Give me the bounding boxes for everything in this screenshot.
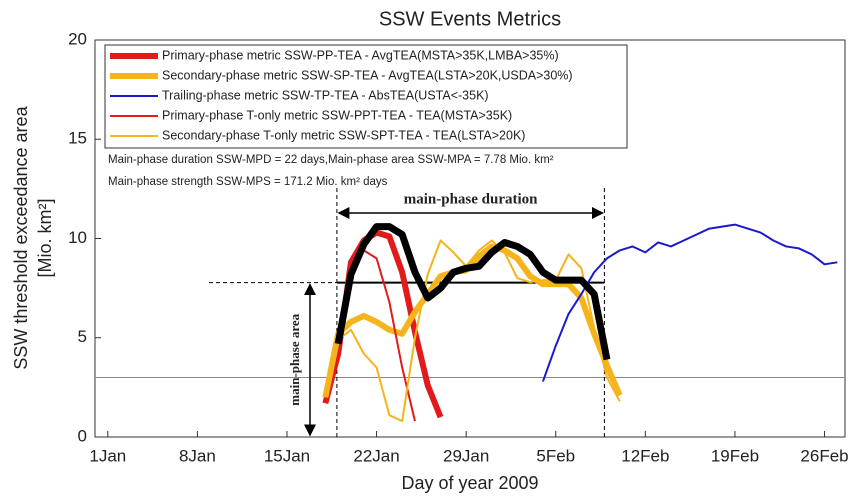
- legend-label: Trailing-phase metric SSW-TP-TEA - AbsTE…: [162, 88, 489, 102]
- x-tick-label: 5Feb: [536, 446, 575, 465]
- x-tick-label: 1Jan: [89, 446, 126, 465]
- duration-label: main-phase duration: [404, 191, 538, 207]
- legend-label: Primary-phase T-only metric SSW-PPT-TEA …: [162, 108, 512, 122]
- legend-label: Secondary-phase metric SSW-SP-TEA - AvgT…: [162, 68, 573, 82]
- series-line: [542, 223, 838, 382]
- y-tick-label: 10: [68, 228, 87, 247]
- series-line: [334, 223, 611, 361]
- x-tick-label: 8Jan: [179, 446, 216, 465]
- x-tick-label: 26Feb: [800, 446, 848, 465]
- series-line: [322, 243, 623, 398]
- note: Main-phase duration SSW-MPD = 22 days,Ma…: [108, 154, 554, 166]
- x-tick-label: 29Jan: [443, 446, 489, 465]
- y-tick-label: 0: [78, 426, 87, 445]
- x-axis-label: Day of year 2009: [401, 473, 538, 493]
- note: Main-phase strength SSW-MPS = 171.2 Mio.…: [108, 176, 388, 188]
- x-tick-label: 22Jan: [353, 446, 399, 465]
- chart-title: SSW Events Metrics: [379, 8, 561, 30]
- legend-label: Primary-phase metric SSW-PP-TEA - AvgTEA…: [162, 48, 559, 62]
- legend-box: [104, 44, 628, 149]
- y-axis-label: SSW threshold exceedance area [Mio. km²]: [11, 105, 55, 369]
- y-axis-label-line: [Mio. km²]: [35, 199, 55, 278]
- legend-label: Secondary-phase T-only metric SSW-SPT-TE…: [162, 128, 525, 142]
- y-tick-label: 20: [68, 29, 87, 48]
- y-tick-label: 5: [78, 327, 87, 346]
- x-tick-label: 15Jan: [264, 446, 310, 465]
- series-line: [324, 239, 621, 423]
- y-tick-label: 15: [68, 129, 87, 148]
- area-label: main-phase area: [287, 313, 302, 405]
- x-tick-label: 19Feb: [711, 446, 759, 465]
- y-axis-label-line: SSW threshold exceedance area: [11, 105, 31, 369]
- x-tick-label: 12Feb: [621, 446, 669, 465]
